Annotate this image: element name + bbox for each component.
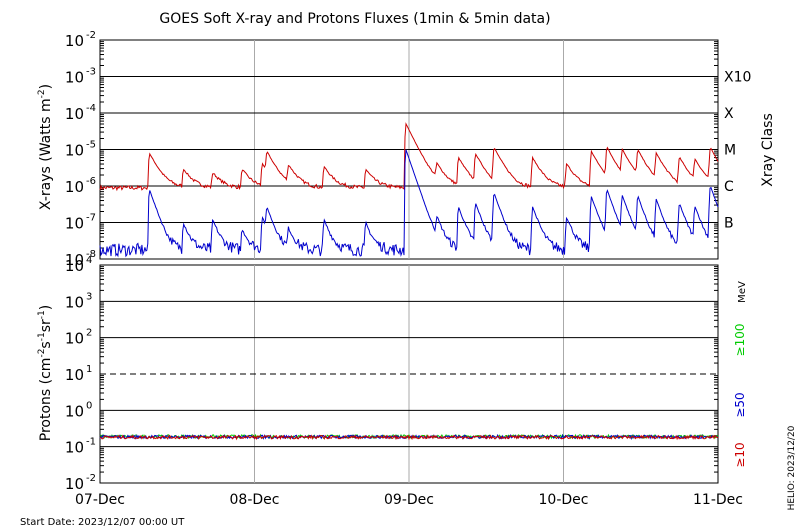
proton-series — [99, 434, 718, 441]
y-tick-label: 10 0 — [65, 400, 92, 420]
xray-class-label: X — [724, 106, 734, 122]
y-tick-label: 10 1 — [65, 364, 92, 384]
x-tick-label: 10-Dec — [539, 492, 589, 508]
start-date: Start Date: 2023/12/07 00:00 UT — [20, 517, 185, 528]
xray-class-label: B — [724, 216, 734, 232]
y-tick-label: 10 -8 — [65, 249, 96, 269]
y-tick-label: 10 4 — [65, 255, 92, 275]
y-tick-label: 10 -3 — [65, 67, 96, 87]
xray-y-axis-label: X-rays (Watts m-2) — [37, 84, 54, 210]
energy-unit-label: MeV — [737, 281, 748, 303]
proton-legend-label: ≥50 — [733, 392, 747, 417]
helio-date: HELIO: 2023/12/20 — [787, 425, 797, 510]
proton-legend-label: ≥100 — [733, 324, 747, 357]
x-tick-label: 07-Dec — [75, 492, 125, 508]
xray-class-label: M — [724, 143, 736, 159]
y-tick-label: 10 -4 — [65, 103, 96, 123]
y-tick-label: 10 3 — [65, 291, 92, 311]
y-tick-label: 10 -2 — [65, 473, 96, 493]
y-tick-label: 10 -7 — [65, 213, 96, 233]
xray-series-long — [99, 122, 719, 192]
y-tick-label: 10 2 — [65, 328, 92, 348]
y-tick-label: 10 -2 — [65, 30, 96, 50]
xray-class-title: Xray Class — [760, 113, 776, 187]
x-axis: 07-Dec 08-Dec 09-Dec 10-Dec 11-Dec — [75, 492, 743, 508]
proton-legend-label: ≥10 — [733, 442, 747, 467]
x-tick-label: 11-Dec — [693, 492, 743, 508]
x-tick-label: 08-Dec — [230, 492, 280, 508]
y-tick-label: 10 -6 — [65, 176, 96, 196]
xray-class-label: X10 — [724, 70, 751, 86]
proton-y-axis-label: Protons (cm-2s-1sr-1) — [37, 305, 54, 441]
xray-series-short — [99, 149, 719, 258]
x-tick-label: 09-Dec — [384, 492, 434, 508]
y-tick-label: 10 -1 — [65, 437, 96, 457]
chart-title: GOES Soft X-ray and Protons Fluxes (1min… — [159, 11, 550, 27]
xray-panel: 10-8 10-7 10-6 10-5 10-4 10-3 10 -2 B C M X X10 — [65, 30, 752, 269]
y-tick-label: 10 -5 — [65, 140, 96, 160]
xray-class-label: C — [724, 179, 734, 195]
